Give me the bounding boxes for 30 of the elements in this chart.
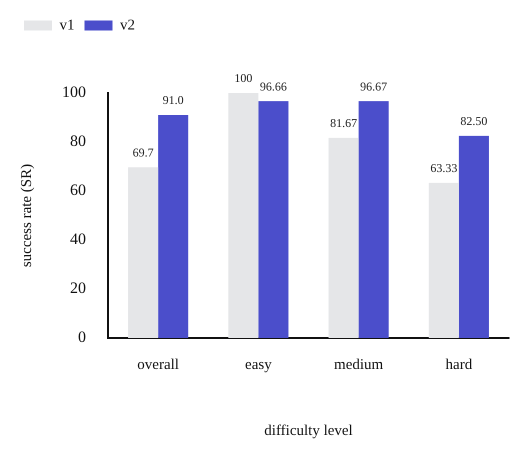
y-tick-label: 0: [78, 329, 86, 346]
data-label: 82.50: [460, 114, 488, 128]
data-label: 96.67: [360, 79, 388, 94]
data-label: 100: [234, 71, 252, 86]
data-label: 69.7: [132, 145, 154, 160]
x-tick-label: easy: [245, 356, 272, 373]
bar: [458, 136, 489, 338]
y-tick-label: 20: [70, 280, 86, 298]
bar: [258, 101, 288, 338]
y-tick-label: 100: [62, 84, 86, 102]
y-tick-label: 40: [70, 231, 86, 248]
bar: [128, 167, 158, 338]
bar: [158, 115, 188, 338]
y-tick-label: 80: [70, 133, 86, 150]
legend-label: v1: [60, 17, 74, 34]
legend-label: v2: [120, 17, 135, 34]
bar: [358, 101, 389, 338]
bar: [228, 93, 258, 338]
data-label: 81.67: [330, 116, 358, 130]
data-label: 96.66: [260, 79, 287, 94]
y-tick-label: 60: [70, 182, 86, 200]
x-tick-label: medium: [334, 356, 384, 373]
bar: [428, 182, 459, 338]
x-tick-label: overall: [137, 356, 179, 373]
y-axis-title: success rate (SR): [18, 164, 35, 268]
x-tick-label: hard: [446, 356, 473, 373]
bar: [328, 138, 359, 338]
x-axis-title: difficulty level: [264, 422, 353, 439]
data-label: 91.0: [162, 93, 184, 108]
data-label: 63.33: [430, 161, 458, 175]
